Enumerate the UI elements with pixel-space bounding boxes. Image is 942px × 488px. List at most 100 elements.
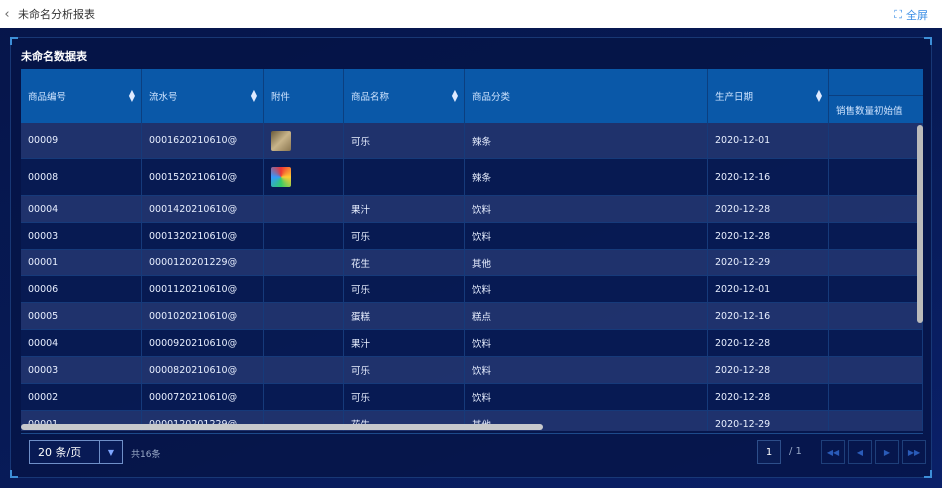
corner-decoration [10, 470, 18, 478]
table-cell: 00004 [21, 196, 142, 222]
data-table: 商品编号 ▲ ▼ 流水号 ▲ ▼ 附件 商品名称 ▲ ▼ 商品分类 生产日期 ▲ ▼ 销售数量初始值 000… [21, 69, 923, 431]
table-cell [344, 159, 465, 195]
column-header[interactable]: 商品编号 ▲ ▼ [21, 69, 142, 123]
table-row[interactable]: 00003 0001320210610@ 可乐 饮料 2020-12-28 [21, 223, 923, 250]
table-cell: 辣条 [465, 159, 708, 195]
table-cell: 0001020210610@ [142, 303, 264, 329]
table-cell [829, 250, 923, 275]
table-cell: 2020-12-28 [708, 330, 829, 356]
table-cell: 00001 [21, 250, 142, 275]
table-cell: 可乐 [344, 123, 465, 158]
horizontal-scrollbar[interactable] [21, 424, 543, 430]
table-cell [829, 303, 923, 329]
table-cell: 可乐 [344, 223, 465, 249]
prev-page-icon[interactable]: ◀ [848, 440, 872, 464]
table-cell [829, 357, 923, 383]
table-cell: 可乐 [344, 276, 465, 302]
column-header[interactable]: 附件 [264, 69, 344, 123]
table-row[interactable]: 00004 0000920210610@ 果汁 饮料 2020-12-28 [21, 330, 923, 357]
table-row[interactable]: 00009 0001620210610@ 可乐 辣条 2020-12-01 [21, 123, 923, 159]
current-page-input[interactable]: 1 [757, 440, 781, 464]
fullscreen-label: 全屏 [906, 9, 928, 22]
dropdown-arrow-icon[interactable]: ▼ [107, 447, 115, 457]
table-cell [264, 159, 344, 195]
table-cell: 0000120201229@ [142, 250, 264, 275]
table-row[interactable]: 00004 0001420210610@ 果汁 饮料 2020-12-28 [21, 196, 923, 223]
table-row[interactable]: 00002 0000720210610@ 可乐 饮料 2020-12-28 [21, 384, 923, 411]
fullscreen-button[interactable]: ⛶ 全屏 [894, 7, 928, 23]
table-cell [829, 411, 923, 431]
table-cell: 0001320210610@ [142, 223, 264, 249]
table-cell: 辣条 [465, 123, 708, 158]
column-header[interactable]: 生产日期 ▲ ▼ [708, 69, 829, 123]
table-cell: 糕点 [465, 303, 708, 329]
table-cell: 00003 [21, 223, 142, 249]
table-cell [264, 357, 344, 383]
table-cell: 00004 [21, 330, 142, 356]
column-header-label: 商品名称 [351, 92, 390, 103]
table-cell: 其他 [465, 250, 708, 275]
column-header-label: 流水号 [149, 92, 178, 103]
table-cell [264, 123, 344, 158]
table-cell [829, 330, 923, 356]
pagination-bar: 20 条/页 ▼ 共16条 1 / 1 ◀◀ ◀ ▶ ▶▶ [21, 433, 926, 469]
back-chevron-icon[interactable]: ‹ [4, 6, 10, 22]
table-cell: 饮料 [465, 196, 708, 222]
column-header[interactable]: 销售数量初始值 [829, 69, 923, 123]
table-row[interactable]: 00005 0001020210610@ 蛋糕 糕点 2020-12-16 [21, 303, 923, 330]
table-cell: 0001620210610@ [142, 123, 264, 158]
table-cell: 0000720210610@ [142, 384, 264, 410]
column-header-label: 生产日期 [715, 92, 754, 103]
table-cell: 果汁 [344, 330, 465, 356]
attachment-thumbnail[interactable] [271, 130, 291, 151]
table-cell [829, 223, 923, 249]
table-cell: 蛋糕 [344, 303, 465, 329]
table-cell [264, 276, 344, 302]
table-cell [829, 276, 923, 302]
table-cell: 可乐 [344, 357, 465, 383]
total-count: 共16条 [131, 450, 161, 460]
sort-icon[interactable]: ▲ ▼ [815, 88, 822, 103]
table-cell [829, 384, 923, 410]
table-cell: 0000920210610@ [142, 330, 264, 356]
last-page-icon[interactable]: ▶▶ [902, 440, 926, 464]
table-cell: 饮料 [465, 330, 708, 356]
top-bar: ‹ 未命名分析报表 ⛶ 全屏 [0, 0, 942, 28]
column-header[interactable]: 商品分类 [465, 69, 708, 123]
table-cell [829, 159, 923, 195]
sort-icon[interactable]: ▲ ▼ [128, 88, 135, 103]
table-row[interactable]: 00008 0001520210610@ 辣条 2020-12-16 [21, 159, 923, 196]
table-cell: 2020-12-28 [708, 196, 829, 222]
table-cell: 0000820210610@ [142, 357, 264, 383]
column-header[interactable]: 流水号 ▲ ▼ [142, 69, 264, 123]
table-cell [264, 330, 344, 356]
next-page-icon[interactable]: ▶ [875, 440, 899, 464]
table-cell [829, 123, 923, 158]
sort-icon[interactable]: ▲ ▼ [451, 88, 458, 103]
total-pages: / 1 [789, 446, 802, 457]
table-cell: 果汁 [344, 196, 465, 222]
table-cell: 2020-12-28 [708, 384, 829, 410]
header-divider [829, 95, 923, 96]
first-page-icon[interactable]: ◀◀ [821, 440, 845, 464]
table-cell: 饮料 [465, 276, 708, 302]
table-cell: 2020-12-16 [708, 159, 829, 195]
table-cell: 2020-12-28 [708, 223, 829, 249]
column-header-label: 销售数量初始值 [836, 106, 903, 117]
table-row[interactable]: 00006 0001120210610@ 可乐 饮料 2020-12-01 [21, 276, 923, 303]
table-cell: 00002 [21, 384, 142, 410]
table-header: 商品编号 ▲ ▼ 流水号 ▲ ▼ 附件 商品名称 ▲ ▼ 商品分类 生产日期 ▲ ▼ 销售数量初始值 [21, 69, 923, 123]
table-cell: 饮料 [465, 384, 708, 410]
table-row[interactable]: 00003 0000820210610@ 可乐 饮料 2020-12-28 [21, 357, 923, 384]
corner-decoration [924, 37, 932, 45]
table-cell: 2020-12-29 [708, 411, 829, 431]
sort-icon[interactable]: ▲ ▼ [250, 88, 257, 103]
page-size-select[interactable]: 20 条/页 ▼ [29, 440, 123, 464]
table-cell: 饮料 [465, 223, 708, 249]
attachment-thumbnail[interactable] [271, 167, 291, 187]
column-header[interactable]: 商品名称 ▲ ▼ [344, 69, 465, 123]
vertical-scrollbar[interactable] [917, 125, 923, 323]
table-cell: 0001420210610@ [142, 196, 264, 222]
table-cell: 2020-12-01 [708, 276, 829, 302]
